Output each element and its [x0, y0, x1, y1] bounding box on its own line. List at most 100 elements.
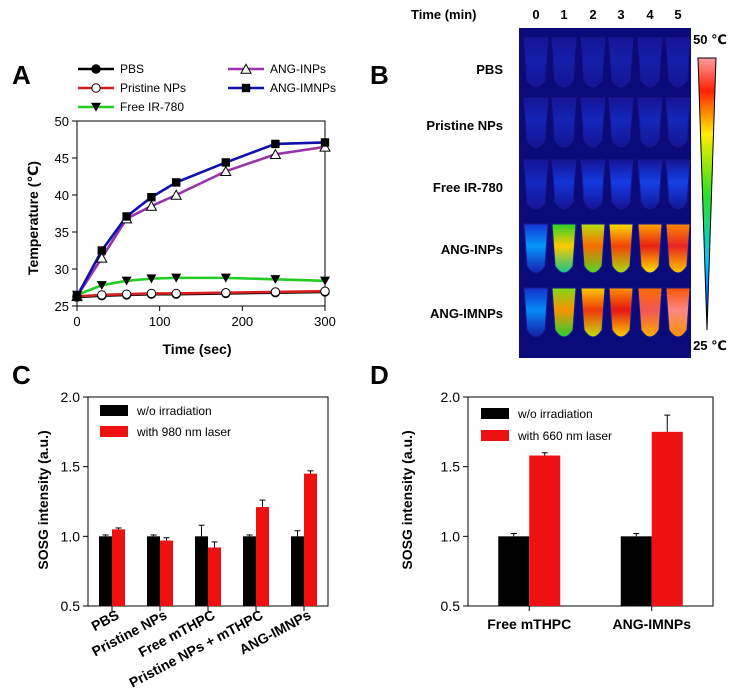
panel-letter-b: B	[370, 60, 389, 90]
panel-b-time-header: Time (min)	[411, 7, 477, 22]
panel-letter-a: A	[12, 60, 31, 90]
panel-letter-d: D	[370, 360, 389, 390]
panel-d-y-tick-label: 2.0	[441, 389, 461, 405]
legend-label-ang-inps: ANG-INPs	[270, 62, 326, 76]
panel-c-y-axis-label: SOSG intensity (a.u.)	[35, 430, 51, 569]
panel-a-x-tick-label: 200	[231, 314, 253, 329]
bar-wo-irradiation	[498, 536, 530, 606]
thermal-tube	[523, 37, 549, 88]
data-point-free-ir780	[121, 276, 132, 286]
data-point-ang-inps	[219, 165, 232, 177]
data-point-pristine-nps	[146, 288, 157, 299]
panel-a-legend: PBS Pristine NPs Free IR-780 ANG-INPs AN…	[78, 62, 336, 114]
legend-label-pbs: PBS	[120, 62, 144, 76]
panel-d-plot-frame	[467, 396, 714, 607]
time-label-1: 1	[560, 7, 567, 22]
data-point-free-ir780	[270, 275, 281, 285]
panel-a-y-tick-label: 45	[55, 151, 69, 166]
thermal-tube	[665, 223, 691, 274]
legend-label-pristine-nps: Pristine NPs	[120, 81, 186, 95]
panel-a-y-tick-label: 25	[55, 299, 69, 314]
legend-swatch-wo-irradiation	[100, 405, 128, 416]
bar-with-laser	[160, 540, 173, 606]
panel-d-y-axis-label: SOSG intensity (a.u.)	[399, 430, 415, 569]
panel-c-y-tick-label: 1.5	[61, 459, 81, 475]
panel-letter-c: C	[12, 360, 31, 390]
bar-with-laser	[651, 431, 683, 606]
panel-d-y-tick-label: 1.0	[441, 528, 461, 544]
legend-label-660nm: with 660 nm laser	[517, 429, 612, 443]
bar-wo-irradiation	[243, 536, 256, 606]
scale-max-label: 50 ℃	[693, 32, 727, 47]
bar-with-laser	[208, 547, 221, 606]
panel-c-y-tick-label: 0.5	[61, 598, 81, 614]
panel-a-y-tick-label: 30	[55, 262, 69, 277]
data-point-pristine-nps	[221, 287, 231, 298]
legend-label-wo-irradiation: w/o irradiation	[136, 404, 212, 418]
thermal-tube	[608, 159, 634, 210]
data-point-ang-imnps	[72, 292, 82, 301]
thermal-tube	[523, 223, 549, 274]
thermal-tube	[608, 287, 634, 338]
thermal-tube	[580, 287, 606, 338]
panel-d-category-label: Free mTHPC	[487, 616, 571, 632]
row-label-free-ir780: Free IR-780	[433, 180, 503, 195]
time-label-0: 0	[532, 7, 539, 22]
thermal-tube	[580, 223, 606, 274]
panel-a-y-axis-label: Temperature (℃)	[25, 161, 41, 275]
data-point-pristine-nps	[121, 289, 132, 299]
data-point-ang-imnps	[271, 139, 280, 149]
legend-marker-pristine-nps	[91, 83, 101, 93]
time-label-3: 3	[617, 7, 624, 22]
panel-a-x-tick-label: 0	[73, 314, 80, 329]
thermal-tube	[608, 97, 634, 148]
panel-a-line-chart: Temperature (℃) Time (sec) PBS Pristine …	[25, 62, 336, 357]
panel-d-legend: w/o irradiation with 660 nm laser	[481, 407, 612, 443]
data-point-ang-inps	[170, 189, 183, 200]
bar-wo-irradiation	[99, 536, 112, 606]
thermal-tube	[580, 159, 606, 210]
legend-label-free-ir780: Free IR-780	[120, 100, 184, 114]
bar-with-laser	[112, 529, 125, 606]
thermal-tube	[580, 37, 606, 88]
thermal-tube	[523, 97, 549, 148]
panel-a-y-tick-label: 35	[55, 225, 69, 240]
data-point-pristine-nps	[270, 287, 281, 297]
panel-b-thermal-image: Time (min) 0 1 2 3 4 5 PBS Pristine NPs …	[411, 7, 727, 358]
row-label-ang-imnps: ANG-IMNPs	[430, 306, 503, 321]
bar-with-laser	[529, 455, 561, 606]
legend-marker-free-ir780	[91, 102, 101, 112]
thermal-tube	[665, 159, 691, 210]
thermal-tube	[665, 97, 691, 148]
panel-c-legend: w/o irradiation with 980 nm laser	[100, 404, 231, 439]
thermal-tube	[637, 37, 663, 88]
data-point-ang-imnps	[320, 138, 330, 147]
thermal-tube	[637, 97, 663, 148]
bar-with-laser	[256, 507, 269, 606]
panel-c-y-tick-label: 2.0	[61, 389, 81, 405]
thermal-tube	[551, 287, 577, 338]
thermal-tube	[551, 37, 577, 88]
data-point-free-ir780	[96, 281, 107, 290]
thermal-tube	[523, 287, 549, 338]
panel-c-y-tick-label: 1.0	[61, 528, 81, 544]
series-line-ang-inps	[75, 145, 326, 298]
bar-wo-irradiation	[291, 536, 304, 606]
thermal-tube	[523, 159, 549, 210]
data-point-free-ir780	[146, 274, 157, 284]
data-point-pristine-nps	[97, 290, 107, 300]
thermal-tube	[637, 159, 663, 210]
row-label-ang-inps: ANG-INPs	[441, 242, 503, 257]
panel-d-y-tick-label: 1.5	[441, 459, 461, 475]
thermal-tube	[551, 97, 577, 148]
panel-a-x-axis-label: Time (sec)	[163, 341, 232, 357]
thermal-tube	[608, 37, 634, 88]
legend-label-980nm: with 980 nm laser	[136, 425, 231, 439]
thermal-tube	[551, 159, 577, 210]
data-point-ang-imnps	[221, 158, 230, 167]
thermal-tube	[637, 287, 663, 338]
data-point-pristine-nps	[171, 288, 181, 299]
thermal-tube	[551, 223, 577, 274]
thermal-tube	[637, 223, 663, 274]
